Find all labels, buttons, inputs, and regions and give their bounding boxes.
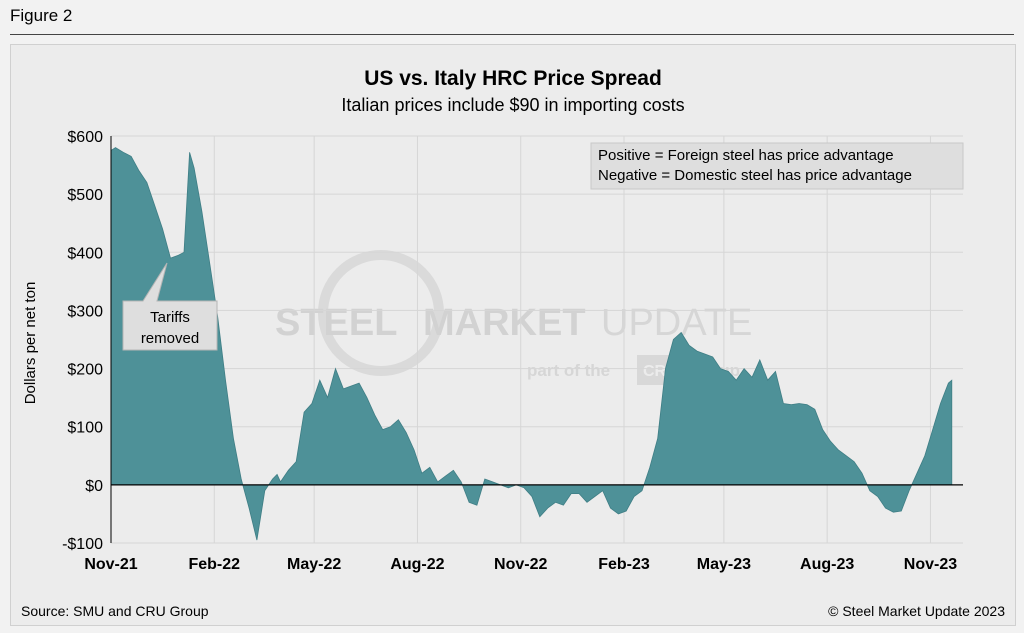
watermark-part-of: part of the (527, 361, 610, 380)
legend-box: Positive = Foreign steel has price advan… (590, 142, 964, 190)
callout-line-1: Tariffs (150, 309, 190, 326)
tariffs-callout: Tariffs removed (122, 262, 218, 351)
x-tick-label: Feb-23 (598, 556, 650, 573)
x-tick-label: Aug-23 (800, 556, 854, 573)
y-tick-label: $500 (67, 187, 103, 204)
copyright-note: © Steel Market Update 2023 (828, 603, 1005, 619)
x-tick-labels: Nov-21 Feb-22 May-22 Aug-22 Nov-22 Feb-23 May-… (84, 556, 957, 573)
watermark: STEEL MARKET UPDATE part of the CRU Grou… (275, 250, 752, 385)
axes (110, 136, 963, 543)
header-rule (10, 34, 1014, 35)
y-tick-label: $0 (85, 478, 103, 495)
y-tick-label: $400 (67, 245, 103, 262)
y-tick-label: $200 (67, 362, 103, 379)
chart-subtitle: Italian prices include $90 in importing … (341, 95, 684, 115)
watermark-market: MARKET (423, 302, 586, 344)
y-tick-label: $300 (67, 303, 103, 320)
x-tick-label: Nov-22 (494, 556, 547, 573)
y-tick-labels: -$100 $0 $100 $200 $300 $400 $500 $600 (62, 129, 103, 553)
area-series (110, 147, 953, 541)
callout-bubble (122, 262, 218, 351)
chart-title: US vs. Italy HRC Price Spread (364, 67, 662, 90)
source-note: Source: SMU and CRU Group (21, 603, 209, 619)
x-tick-label: Aug-22 (390, 556, 444, 573)
y-tick-label: -$100 (62, 536, 103, 553)
watermark-ring-icon (318, 250, 444, 376)
legend-line-positive: Positive = Foreign steel has price advan… (598, 147, 894, 164)
x-tick-label: Feb-22 (188, 556, 240, 573)
y-tick-label: $600 (67, 129, 103, 146)
chart-panel: STEEL MARKET UPDATE part of the CRU Grou… (10, 44, 1016, 626)
y-tick-label: $100 (67, 420, 103, 437)
x-tick-label: May-23 (697, 556, 751, 573)
legend-line-negative: Negative = Domestic steel has price adva… (598, 167, 912, 184)
x-tick-label: May-22 (287, 556, 341, 573)
x-tick-label: Nov-23 (904, 556, 957, 573)
y-axis-label: Dollars per net ton (22, 282, 39, 405)
chart-svg: STEEL MARKET UPDATE part of the CRU Grou… (21, 67, 1005, 619)
x-tick-label: Nov-21 (84, 556, 137, 573)
spread-area (110, 147, 953, 541)
legend-box-bg (590, 142, 964, 190)
callout-line-2: removed (141, 330, 199, 347)
figure-label: Figure 2 (10, 6, 73, 25)
watermark-steel: STEEL (275, 302, 397, 344)
